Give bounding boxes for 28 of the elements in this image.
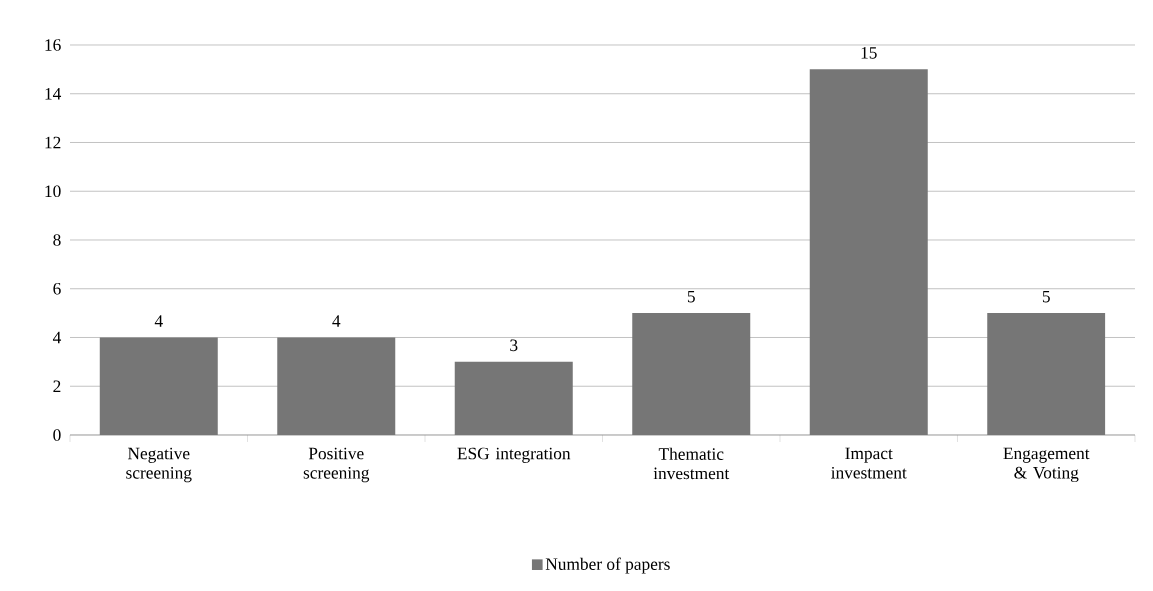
bar (99, 337, 218, 435)
y-tick-label: 16 (45, 39, 61, 51)
data-label: 5 (687, 290, 695, 303)
x-tick-label: Negative screening (126, 447, 192, 483)
x-tick-label: Thematic investment (653, 447, 730, 480)
x-tick-label: ESG integration (457, 447, 571, 463)
bar (632, 313, 751, 435)
y-tick-label: 14 (45, 88, 62, 100)
y-tick-label: 2 (53, 380, 61, 392)
y-tick-label: 10 (45, 185, 61, 198)
data-label: 4 (332, 315, 341, 327)
y-tick-label: 0 (53, 429, 61, 441)
bar (454, 361, 573, 435)
y-tick-label: 6 (53, 282, 61, 295)
legend-label: Number of papers (545, 557, 670, 574)
x-tick-label: Engagement & Voting (1003, 447, 1090, 483)
x-tick-label: Impact investment (831, 447, 907, 479)
x-tick-label: Positive screening (303, 447, 370, 483)
bar (277, 337, 396, 435)
bar (987, 313, 1106, 435)
y-tick-label: 8 (53, 234, 61, 246)
data-label: 3 (510, 339, 518, 352)
data-label: 4 (154, 315, 163, 327)
y-tick-label: 4 (52, 331, 62, 344)
bar (809, 69, 928, 435)
data-label: 15 (861, 47, 877, 59)
data-label: 5 (1042, 290, 1050, 303)
y-tick-label: 12 (45, 136, 61, 149)
